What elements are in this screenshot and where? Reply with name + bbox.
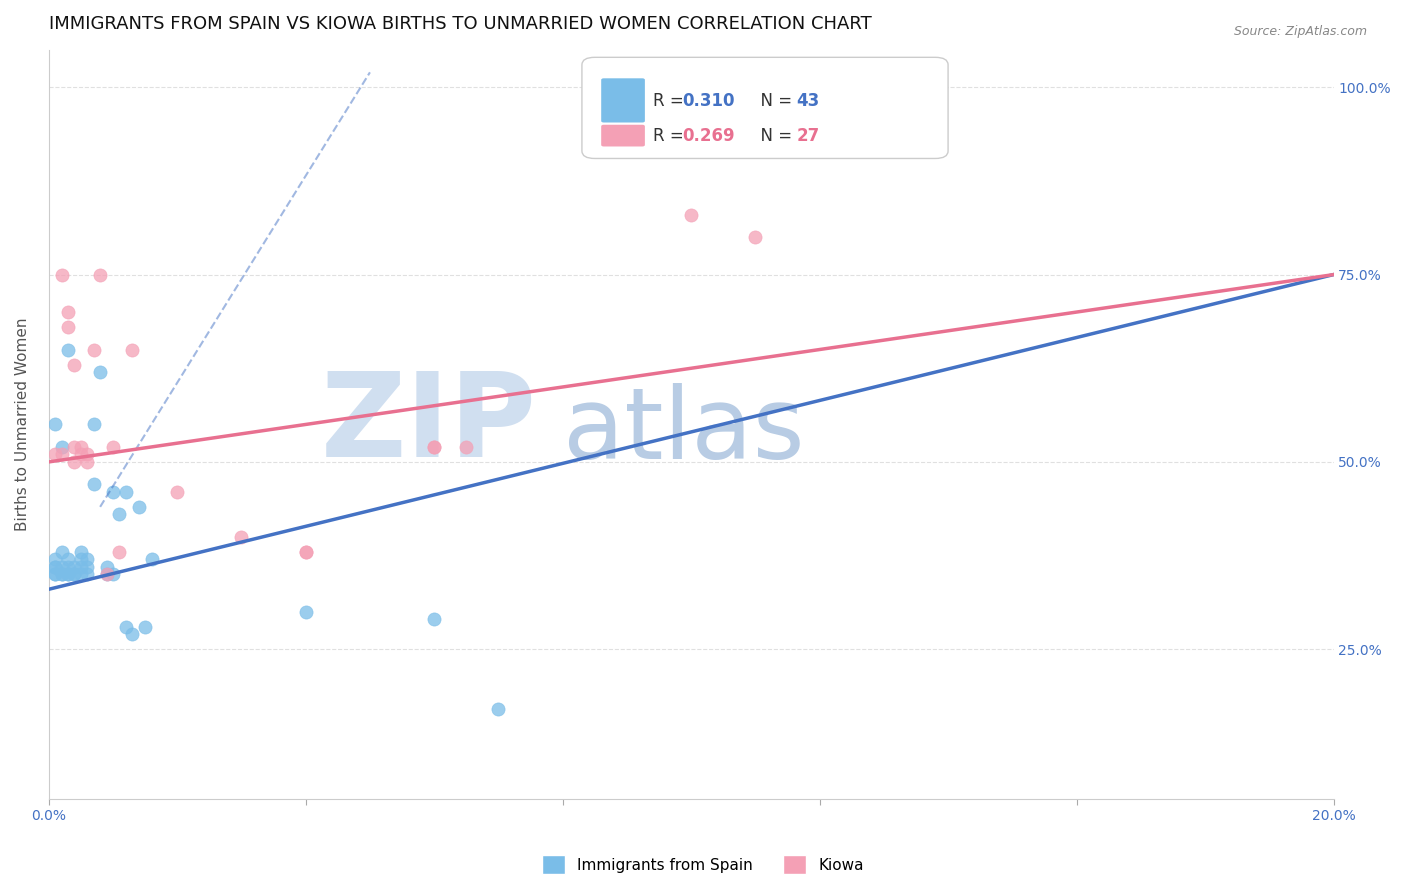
Point — [89, 365, 111, 379]
Point — [681, 208, 703, 222]
Point — [294, 545, 316, 559]
FancyBboxPatch shape — [582, 57, 948, 159]
Text: 27: 27 — [796, 127, 820, 145]
Point — [70, 567, 93, 582]
Point — [56, 305, 79, 319]
Point — [108, 545, 131, 559]
Point — [56, 567, 79, 582]
Point — [44, 447, 66, 461]
FancyBboxPatch shape — [602, 78, 645, 122]
Text: R =: R = — [652, 127, 689, 145]
Point — [51, 559, 73, 574]
Y-axis label: Births to Unmarried Women: Births to Unmarried Women — [15, 318, 30, 532]
Text: 0.310: 0.310 — [682, 92, 735, 110]
Point — [83, 477, 105, 491]
FancyBboxPatch shape — [602, 125, 645, 146]
Point — [44, 552, 66, 566]
Point — [44, 559, 66, 574]
Text: IMMIGRANTS FROM SPAIN VS KIOWA BIRTHS TO UNMARRIED WOMEN CORRELATION CHART: IMMIGRANTS FROM SPAIN VS KIOWA BIRTHS TO… — [49, 15, 872, 33]
Point — [56, 552, 79, 566]
Point — [56, 343, 79, 357]
Point — [76, 552, 98, 566]
Point — [51, 567, 73, 582]
Point — [83, 343, 105, 357]
Point — [51, 567, 73, 582]
Text: atlas: atlas — [562, 384, 804, 481]
Point — [96, 559, 118, 574]
Point — [56, 567, 79, 582]
Text: Source: ZipAtlas.com: Source: ZipAtlas.com — [1233, 25, 1367, 38]
Text: ZIP: ZIP — [321, 367, 537, 482]
Point — [744, 230, 766, 244]
Point — [76, 455, 98, 469]
Point — [141, 552, 163, 566]
Text: 43: 43 — [796, 92, 820, 110]
Point — [70, 559, 93, 574]
Point — [44, 567, 66, 582]
Point — [76, 567, 98, 582]
Point — [44, 417, 66, 432]
Point — [56, 320, 79, 334]
Point — [166, 484, 188, 499]
Point — [134, 620, 156, 634]
Text: N =: N = — [751, 127, 797, 145]
Point — [101, 440, 124, 454]
Point — [108, 508, 131, 522]
Point — [63, 559, 86, 574]
Point — [101, 484, 124, 499]
Point — [76, 559, 98, 574]
Point — [70, 447, 93, 461]
Point — [63, 358, 86, 372]
Point — [51, 440, 73, 454]
Point — [114, 484, 136, 499]
Point — [96, 567, 118, 582]
Point — [51, 268, 73, 282]
Point — [44, 559, 66, 574]
Point — [128, 500, 150, 514]
Point — [56, 559, 79, 574]
Point — [70, 552, 93, 566]
Point — [101, 567, 124, 582]
Point — [70, 545, 93, 559]
Point — [51, 545, 73, 559]
Point — [121, 627, 143, 641]
Point — [294, 545, 316, 559]
Point — [456, 440, 478, 454]
Point — [70, 440, 93, 454]
Point — [89, 268, 111, 282]
Point — [76, 447, 98, 461]
Point — [63, 455, 86, 469]
Point — [294, 605, 316, 619]
Point — [44, 567, 66, 582]
Point — [63, 440, 86, 454]
Point — [83, 417, 105, 432]
Point — [51, 447, 73, 461]
Text: R =: R = — [652, 92, 689, 110]
Point — [423, 440, 446, 454]
Point — [63, 567, 86, 582]
Point — [96, 567, 118, 582]
Point — [231, 530, 253, 544]
Point — [121, 343, 143, 357]
Text: 0.269: 0.269 — [682, 127, 735, 145]
Point — [423, 612, 446, 626]
Point — [486, 702, 509, 716]
Point — [63, 567, 86, 582]
Legend: Immigrants from Spain, Kiowa: Immigrants from Spain, Kiowa — [536, 849, 870, 880]
Point — [114, 620, 136, 634]
Text: N =: N = — [751, 92, 797, 110]
Point — [423, 440, 446, 454]
